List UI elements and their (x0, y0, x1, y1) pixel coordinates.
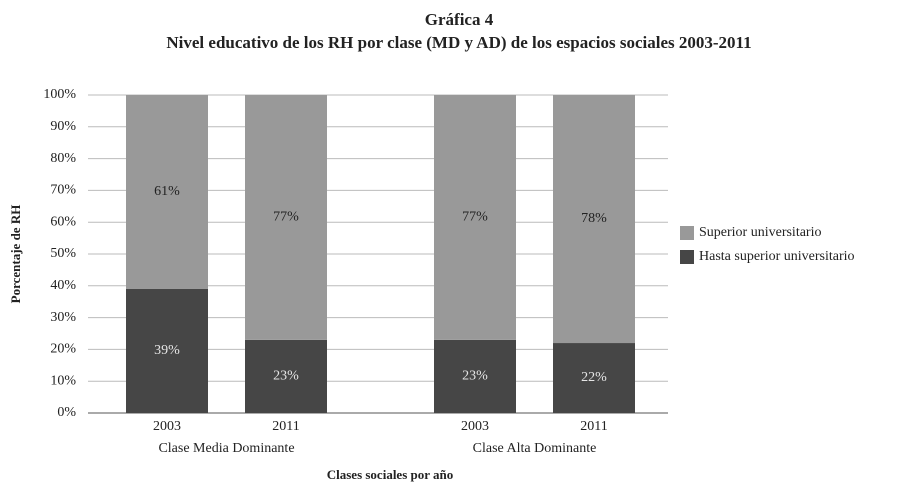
x-tick-label: 2003 (461, 419, 489, 434)
y-tick-label: 60% (50, 214, 76, 229)
legend-label: Hasta superior universitario (699, 249, 855, 264)
bar-segment (434, 339, 516, 413)
data-label: 23% (462, 369, 488, 384)
legend-swatch (680, 250, 694, 264)
x-axis-title: Clases sociales por año (327, 467, 454, 482)
data-label: 61% (154, 184, 180, 199)
y-tick-label: 90% (50, 119, 76, 134)
chart-title: Gráfica 4 (425, 10, 494, 29)
y-tick-label: 30% (50, 310, 76, 325)
group-label: Clase Alta Dominante (473, 441, 597, 456)
bar-segment (245, 95, 327, 340)
bar-segment (245, 339, 327, 413)
data-label: 22% (581, 370, 607, 385)
data-label: 39% (154, 343, 180, 358)
group-label: Clase Media Dominante (158, 441, 294, 456)
bar-segment (126, 95, 208, 289)
y-tick-label: 100% (43, 87, 76, 102)
y-tick-label: 20% (50, 342, 76, 357)
x-tick-label: 2003 (153, 419, 181, 434)
legend-swatch (680, 226, 694, 240)
y-axis-title: Porcentaje de RH (8, 205, 23, 304)
y-tick-label: 0% (57, 405, 76, 420)
data-label: 23% (273, 369, 299, 384)
data-label: 77% (273, 210, 299, 225)
data-label: 78% (581, 211, 607, 226)
legend-label: Superior universitario (699, 225, 821, 240)
y-tick-label: 80% (50, 151, 76, 166)
chart-subtitle: Nivel educativo de los RH por clase (MD … (166, 33, 751, 52)
data-label: 77% (462, 210, 488, 225)
bar-segment (553, 343, 635, 413)
y-tick-label: 70% (50, 183, 76, 198)
bar-segment (553, 95, 635, 344)
x-tick-label: 2011 (580, 419, 607, 434)
y-tick-label: 10% (50, 373, 76, 388)
y-tick-label: 40% (50, 278, 76, 293)
bar-segment (126, 288, 208, 413)
x-tick-label: 2011 (272, 419, 299, 434)
bar-segment (434, 95, 516, 340)
y-tick-label: 50% (50, 246, 76, 261)
